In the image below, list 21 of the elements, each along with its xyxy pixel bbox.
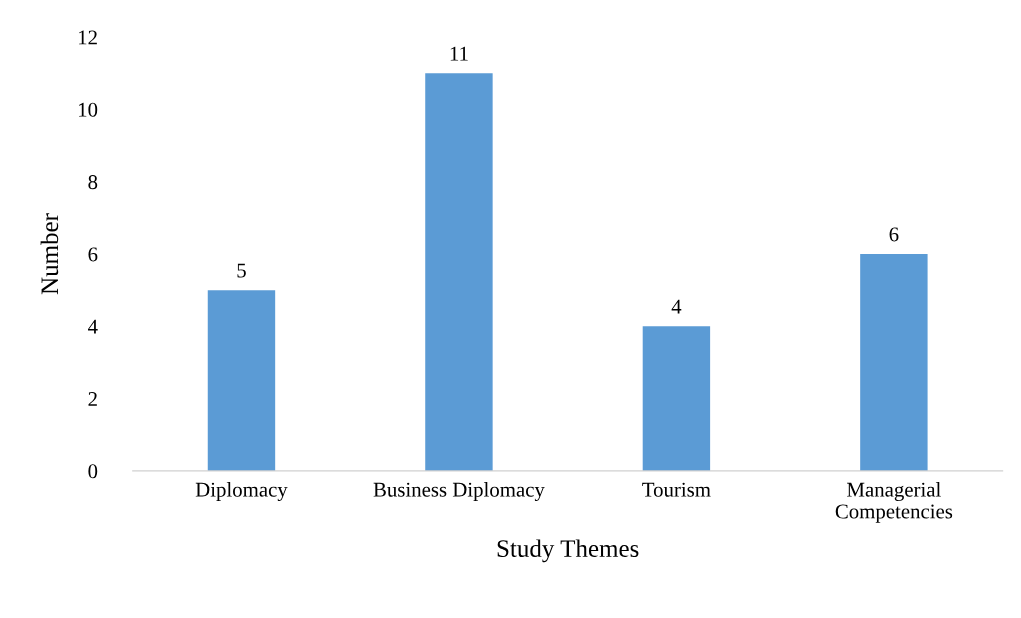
y-axis-title: Number (40, 213, 59, 295)
x-tick-label: Diplomacy (195, 482, 288, 501)
y-tick-label: 6 (88, 247, 98, 262)
data-label: 4 (671, 299, 682, 314)
data-label: 5 (237, 263, 246, 278)
x-tick-label: Managerial Competencies (835, 482, 953, 523)
y-tick-label: 8 (88, 175, 98, 190)
bar (860, 254, 928, 471)
x-axis-title: Study Themes (497, 539, 639, 563)
data-label: 6 (889, 227, 899, 242)
x-tick-label: Business Diplomacy (373, 482, 545, 501)
bar (425, 73, 493, 471)
y-tick-label: 4 (88, 319, 98, 334)
y-tick-label: 10 (79, 102, 98, 117)
data-label: 11 (450, 46, 468, 61)
bar (207, 290, 276, 471)
y-tick-label: 2 (88, 392, 97, 406)
bar (642, 326, 711, 471)
y-tick-label: 12 (79, 30, 97, 45)
y-tick-label: 0 (88, 464, 98, 479)
x-tick-label: Tourism (642, 482, 711, 497)
